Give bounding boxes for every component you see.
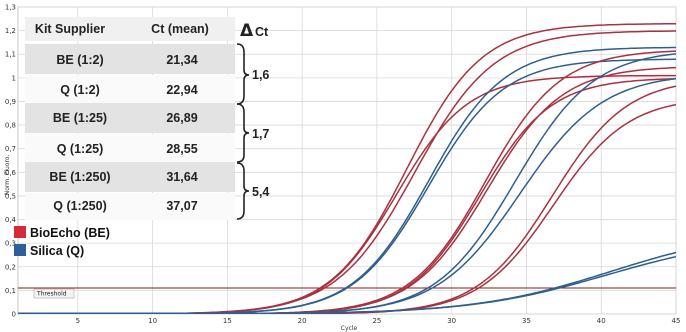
table-header-row	[25, 17, 235, 41]
amplification-curves	[18, 22, 677, 315]
delta-value: 5,4	[252, 185, 269, 199]
x-tick-label: 40	[597, 317, 606, 325]
y-tick-label: 0,8	[5, 122, 16, 130]
y-axis-ticks: 0 0,1 0,2 0,3 0,4 0,5 0,6 0,7 0,8 0,9 1 1,1 1,2 1,3	[5, 4, 17, 319]
y-axis-label: Norm. Fluoro.	[4, 155, 11, 196]
table-cell-ct: 37,07	[166, 199, 197, 213]
threshold-label-box	[33, 288, 75, 299]
x-tick-label: 10	[148, 317, 157, 325]
legend-label-bioecho: BioEcho (BE)	[30, 226, 110, 240]
brace-2	[236, 103, 250, 163]
table-cell-kit: Q (1:25)	[57, 142, 104, 156]
x-tick-label: 25	[372, 317, 381, 325]
table-row	[25, 75, 235, 104]
table-cell-ct: 22,94	[166, 83, 197, 97]
table-cell-ct: 21,34	[166, 53, 197, 67]
y-tick-label: 0	[12, 311, 16, 319]
x-tick-label: 30	[447, 317, 456, 325]
x-tick-label: 20	[298, 317, 307, 325]
legend: BioEcho (BE) Silica (Q)	[14, 226, 110, 258]
table-row	[25, 103, 235, 133]
brace-3	[236, 162, 250, 220]
table-cell-ct: 28,55	[166, 142, 197, 156]
ct-table: Kit Supplier Ct (mean) BE (1:2) 21,34 Q …	[25, 17, 269, 220]
y-tick-label: 0,5	[5, 192, 16, 200]
legend-swatch-silica	[14, 244, 26, 256]
legend-label-silica: Silica (Q)	[30, 244, 84, 258]
y-tick-label: 0,4	[5, 216, 17, 224]
y-tick-label: 1	[12, 74, 16, 82]
delta-ct-header: Ct	[255, 25, 269, 39]
brace-1	[236, 43, 250, 105]
x-tick-label: 15	[223, 317, 232, 325]
amplification-curve-q	[18, 255, 677, 315]
delta-symbol: Δ	[240, 21, 254, 41]
y-tick-label: 1,3	[5, 4, 16, 12]
table-row	[25, 162, 235, 192]
table-header-ct: Ct (mean)	[151, 22, 209, 36]
legend-swatch-bioecho	[14, 226, 26, 238]
table-cell-kit: Q (1:2)	[60, 83, 100, 97]
table-cell-ct: 31,64	[166, 170, 197, 184]
threshold-label: Threshold	[36, 291, 67, 298]
x-tick-label: 5	[76, 317, 80, 325]
table-header-kit: Kit Supplier	[35, 22, 105, 36]
delta-value: 1,7	[252, 127, 269, 141]
table-cell-kit: BE (1:250)	[49, 170, 110, 184]
y-tick-label: 0,1	[5, 287, 16, 295]
x-tick-label: 35	[522, 317, 531, 325]
table-row	[25, 193, 235, 220]
x-axis-label: Cycle	[341, 325, 358, 332]
y-tick-label: 0,2	[5, 263, 16, 271]
y-tick-label: 0,3	[5, 240, 16, 248]
y-tick-label: 0,7	[5, 145, 16, 153]
table-cell-ct: 26,89	[166, 111, 197, 125]
table-cell-kit: Q (1:250)	[53, 199, 107, 213]
x-axis-ticks: 5 10 15 20 25 30 35 40 45	[76, 317, 681, 325]
table-cell-kit: BE (1:25)	[53, 111, 107, 125]
x-tick-label: 45	[672, 317, 681, 325]
y-tick-label: 0,9	[5, 98, 16, 106]
table-row	[25, 44, 235, 74]
delta-value: 1,6	[252, 68, 269, 82]
y-tick-label: 1,1	[5, 51, 16, 59]
y-tick-label: 0,6	[5, 169, 17, 177]
table-cell-kit: BE (1:2)	[56, 53, 103, 67]
y-tick-label: 1,2	[5, 27, 16, 35]
table-row	[25, 134, 235, 163]
